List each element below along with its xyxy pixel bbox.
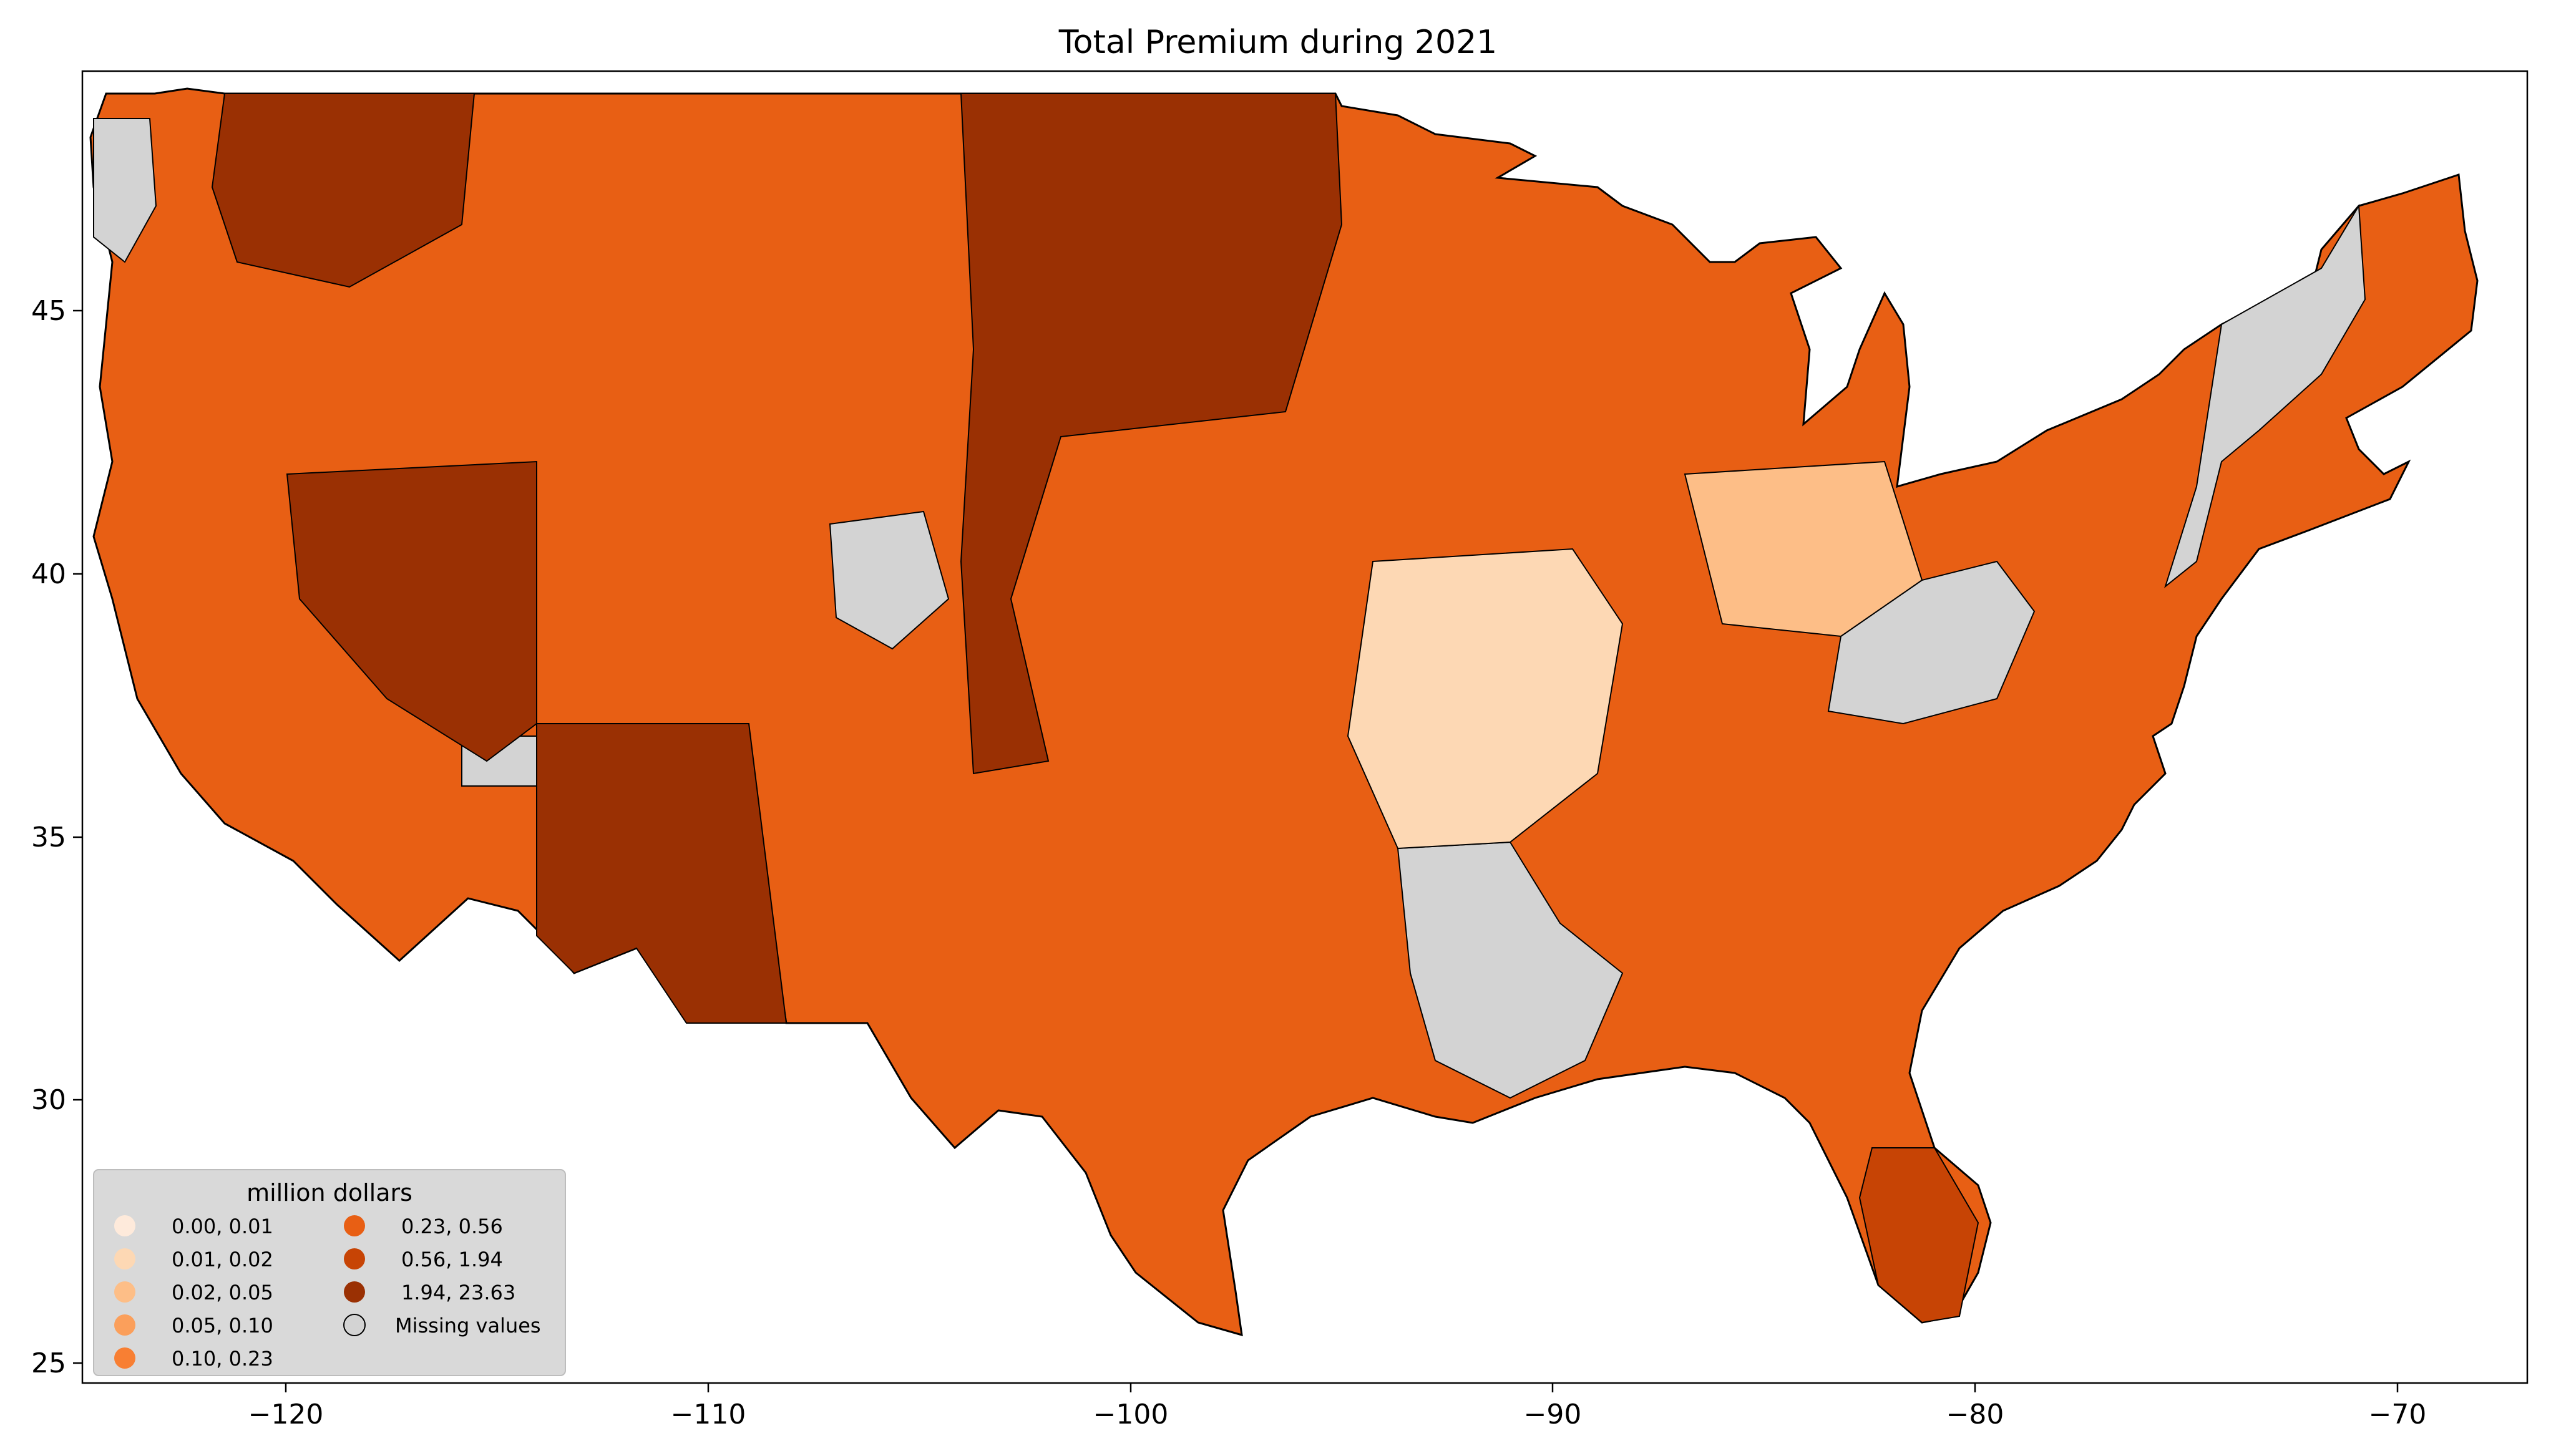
legend-marker	[344, 1281, 365, 1303]
legend-label: 0.23, 0.56	[401, 1215, 503, 1238]
legend-marker	[344, 1248, 365, 1269]
y-tick-label: 25	[31, 1347, 66, 1379]
y-tick-label: 35	[31, 822, 66, 853]
legend-marker	[343, 1314, 366, 1336]
legend-label: 1.94, 23.63	[401, 1281, 515, 1304]
florida-peninsula	[1858, 1147, 1979, 1324]
x-tick-label: −90	[1524, 1399, 1582, 1430]
y-tick-label: 30	[31, 1084, 66, 1116]
legend-label: Missing values	[395, 1314, 541, 1337]
x-tick-label: −100	[1093, 1399, 1169, 1430]
legend-label: 0.00, 0.01	[172, 1215, 273, 1238]
missing-region-northeast	[2164, 203, 2366, 588]
legend-label: 0.01, 0.02	[172, 1248, 273, 1271]
y-axis: 25 30 35 40 45	[31, 295, 82, 1379]
legend: million dollars 0.00, 0.01 0.01, 0.02 0.…	[93, 1169, 566, 1376]
x-tick-label: −80	[1946, 1399, 2004, 1430]
missing-region-colorado	[829, 510, 950, 650]
legend-marker	[114, 1314, 135, 1336]
legend-marker	[114, 1281, 135, 1303]
map-title: Total Premium during 2021	[1058, 24, 1498, 61]
missing-region-deep-south	[1397, 841, 1624, 1099]
x-tick-label: −120	[248, 1399, 324, 1430]
legend-marker	[114, 1248, 135, 1269]
high-premium-region-southwest	[536, 723, 788, 1024]
missing-region-washington	[93, 118, 157, 263]
high-premium-region-northwest	[211, 93, 476, 288]
x-tick-label: −70	[2369, 1399, 2427, 1430]
legend-marker	[114, 1215, 135, 1236]
legend-label: 0.02, 0.05	[172, 1281, 273, 1304]
missing-region-appalachia	[1827, 560, 2036, 725]
legend-title: million dollars	[246, 1179, 412, 1206]
x-axis: −120 −110 −100 −90 −80 −70	[248, 1383, 2427, 1430]
high-premium-region-west	[286, 460, 537, 762]
legend-marker	[114, 1347, 135, 1369]
x-tick-label: −110	[671, 1399, 746, 1430]
low-premium-region-ohio	[1684, 460, 1923, 638]
legend-marker	[344, 1215, 365, 1236]
high-premium-region-plains	[960, 93, 1343, 775]
plot-frame	[81, 70, 2529, 1384]
y-tick-label: 40	[31, 558, 66, 590]
legend-label: 0.10, 0.23	[172, 1347, 273, 1371]
us-county-map	[89, 87, 2479, 1337]
low-premium-region-midsouth	[1347, 548, 1624, 850]
legend-label: 0.05, 0.10	[172, 1314, 273, 1337]
legend-label: 0.56, 1.94	[401, 1248, 503, 1271]
y-tick-label: 45	[31, 295, 66, 327]
legend-box	[93, 1169, 566, 1376]
